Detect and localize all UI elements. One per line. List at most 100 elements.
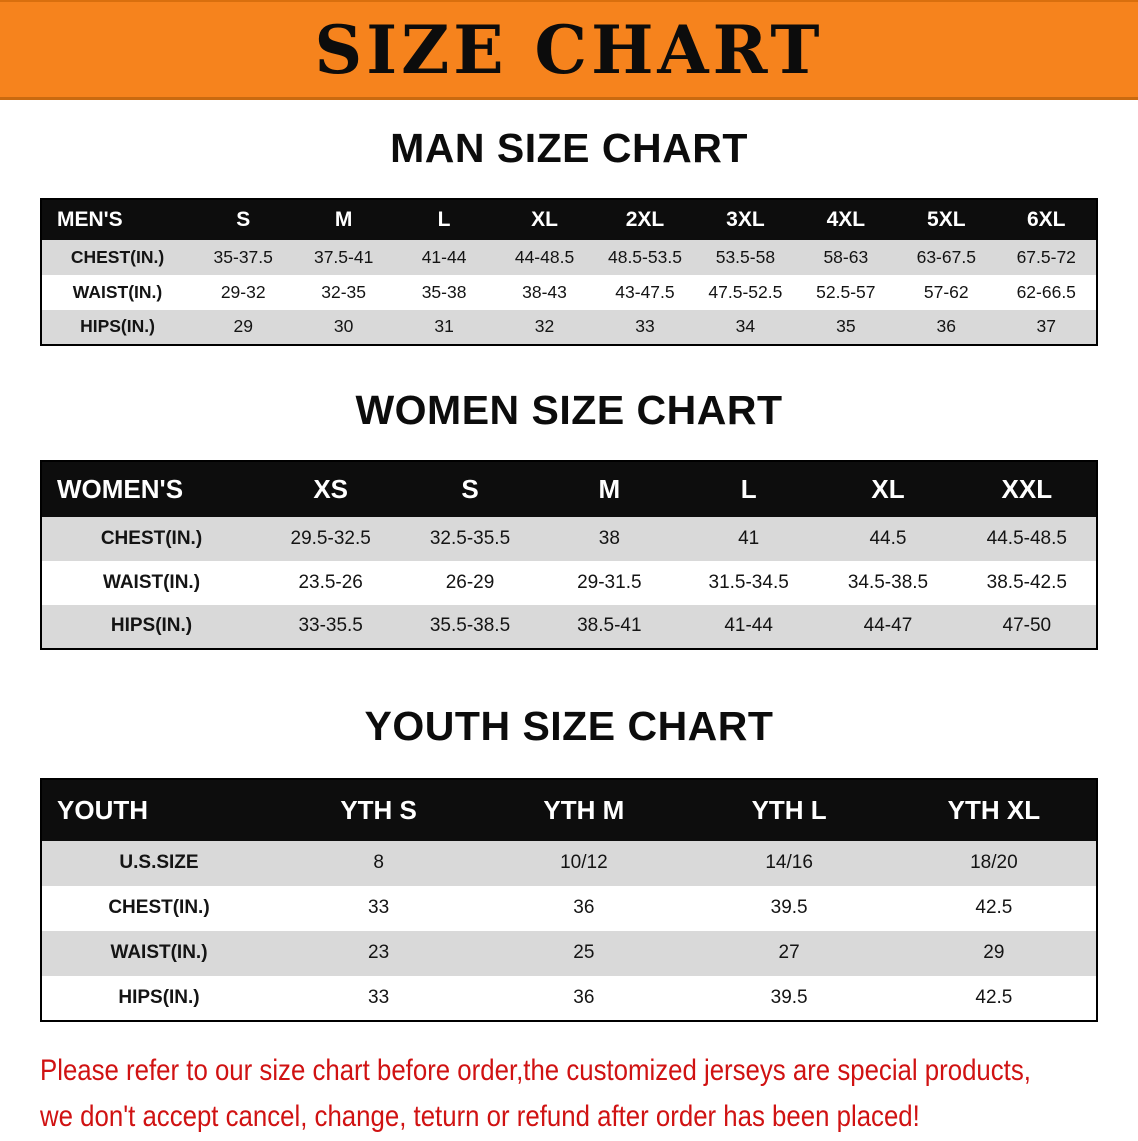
size-value-cell: 47-50 [1002, 615, 1052, 637]
youth-size-section: YOUTH SIZE CHART YOUTH YTH S YTH M YTH L YTH… [0, 702, 1138, 1022]
size-column-header: YTH L [686, 778, 892, 841]
size-value-cell: 36 [573, 897, 595, 919]
measurement-row: WAIST(IN.) 29-32 32-35 35-38 38-43 43-47.5 47.… [41, 274, 1097, 310]
size-column-header: S [193, 198, 294, 240]
size-value-cell: 62-66.5 [1016, 281, 1076, 302]
size-value-cell: 35.5-38.5 [429, 615, 511, 637]
size-value-cell: 34.5-38.5 [847, 571, 929, 593]
size-value-cell: 36 [936, 316, 957, 337]
disclaimer-line-2: we don't accept cancel, change, teturn o… [40, 1100, 920, 1134]
row-label: U.S.SIZE [119, 852, 199, 874]
size-value-cell: 29-32 [220, 281, 266, 302]
row-label: HIPS(IN.) [110, 615, 193, 637]
measurement-row: CHEST(IN.) 33 36 39.5 42.5 [41, 885, 1097, 931]
size-value-cell: 35 [836, 316, 856, 337]
size-column-header: M [539, 460, 679, 517]
measurement-row: CHEST(IN.) 29.5-32.5 32.5-35.5 38 41 44.5 44.5… [41, 516, 1097, 561]
size-value-cell: 44.5-48.5 [986, 527, 1067, 549]
size-value-cell: 41-44 [724, 615, 773, 637]
size-value-cell: 29-31.5 [577, 571, 642, 593]
size-column-header: 3XL [695, 198, 796, 240]
size-value-cell: 42.5 [975, 986, 1013, 1008]
size-column-header: 6XL [996, 198, 1097, 240]
size-value-cell: 44-48.5 [514, 246, 575, 267]
disclaimer-line-1: Please refer to our size chart before or… [40, 1053, 1031, 1087]
size-value-cell: 39.5 [770, 897, 808, 919]
men-size-table: MEN'S S M L XL 2XL 3XL 4XL 5XL 6XL CHEST(IN.) 35-37… [40, 197, 1098, 346]
size-value-cell: 39.5 [770, 986, 808, 1008]
table-corner-label: YOUTH [41, 778, 276, 841]
size-value-cell: 32.5-35.5 [429, 527, 511, 549]
measurement-row: HIPS(IN.) 33 36 39.5 42.5 [41, 975, 1097, 1021]
size-column-header: XXL [957, 460, 1097, 517]
measurement-row: WAIST(IN.) 23 25 27 29 [41, 930, 1097, 976]
header-row: YOUTH YTH S YTH M YTH L YTH XL [41, 778, 1097, 841]
men-section-heading: MAN SIZE CHART [390, 125, 748, 171]
size-value-cell: 25 [573, 942, 595, 964]
size-column-header: XL [818, 460, 958, 517]
measurement-row: HIPS(IN.) 29 30 31 32 33 34 35 36 37 [41, 309, 1097, 345]
measurement-row: WAIST(IN.) 23.5-26 26-29 29-31.5 31.5-34.5 34… [41, 560, 1097, 605]
size-column-header: XL [494, 198, 595, 240]
size-value-cell: 48.5-53.5 [607, 246, 682, 267]
size-column-header: 5XL [896, 198, 997, 240]
size-value-cell: 57-62 [923, 281, 969, 302]
size-value-cell: 52.5-57 [816, 281, 876, 302]
size-value-cell: 37.5-41 [313, 246, 374, 267]
size-value-cell: 33-35.5 [298, 615, 363, 637]
size-value-cell: 8 [373, 852, 384, 874]
measurement-row: CHEST(IN.) 35-37.5 37.5-41 41-44 44-48.5 48.5… [41, 239, 1097, 275]
size-value-cell: 53.5-58 [715, 246, 776, 267]
size-value-cell: 38.5-41 [577, 615, 642, 637]
youth-section-heading: YOUTH SIZE CHART [364, 702, 774, 749]
header-row: MEN'S S M L XL 2XL 3XL 4XL 5XL 6XL [41, 198, 1097, 240]
banner: SIZE CHART [0, 0, 1138, 100]
size-value-cell: 34 [735, 316, 756, 337]
size-value-cell: 44-47 [863, 615, 913, 637]
size-value-cell: 63-67.5 [916, 246, 976, 267]
size-value-cell: 38.5-42.5 [986, 571, 1067, 593]
row-label: CHEST(IN.) [100, 527, 203, 549]
size-column-header: S [400, 460, 540, 517]
measurement-row: HIPS(IN.) 33-35.5 35.5-38.5 38.5-41 41-44 44-… [41, 604, 1097, 649]
disclaimer: Please refer to our size chart before or… [40, 1048, 1138, 1141]
size-value-cell: 23 [368, 942, 390, 964]
size-value-cell: 33 [635, 316, 655, 337]
size-column-header: L [678, 460, 819, 517]
size-column-header: YTH XL [891, 778, 1097, 841]
table-corner-label: WOMEN'S [41, 460, 261, 517]
size-value-cell: 44.5 [869, 527, 907, 549]
table-corner-label: MEN'S [41, 198, 193, 240]
row-label: WAIST(IN.) [102, 571, 201, 593]
size-value-cell: 14/16 [765, 852, 813, 874]
size-value-cell: 27 [778, 942, 800, 964]
size-column-header: YTH S [276, 778, 482, 841]
size-value-cell: 38 [598, 527, 620, 549]
size-value-cell: 43-47.5 [615, 281, 675, 302]
size-value-cell: 29 [233, 316, 253, 337]
size-value-cell: 42.5 [975, 897, 1013, 919]
size-column-header: 4XL [795, 198, 897, 240]
size-column-header: L [393, 198, 495, 240]
row-label: WAIST(IN.) [110, 942, 208, 964]
size-value-cell: 23.5-26 [298, 571, 363, 593]
measurement-row: U.S.SIZE 8 10/12 14/16 18/20 [41, 840, 1097, 886]
row-label: CHEST(IN.) [70, 246, 165, 267]
size-value-cell: 32-35 [321, 281, 367, 302]
size-value-cell: 36 [573, 986, 595, 1008]
youth-size-table: YOUTH YTH S YTH M YTH L YTH XL U.S.SIZE 8 10/12… [40, 777, 1098, 1022]
size-column-header: XS [261, 460, 401, 517]
size-value-cell: 29.5-32.5 [290, 527, 371, 549]
size-value-cell: 41 [738, 527, 760, 549]
size-value-cell: 26-29 [445, 571, 495, 593]
size-value-cell: 31 [434, 316, 454, 337]
size-value-cell: 35-37.5 [213, 246, 273, 267]
men-size-section: MAN SIZE CHART MEN'S S M L XL 2XL 3XL 4XL 5XL 6XL… [0, 125, 1138, 346]
page-title: SIZE CHART [314, 10, 824, 89]
size-value-cell: 33 [368, 897, 390, 919]
row-label: HIPS(IN.) [118, 986, 200, 1008]
size-value-cell: 29 [983, 942, 1005, 964]
size-value-cell: 35-38 [421, 281, 467, 302]
size-value-cell: 37 [1036, 316, 1056, 337]
size-value-cell: 47.5-52.5 [708, 281, 783, 302]
